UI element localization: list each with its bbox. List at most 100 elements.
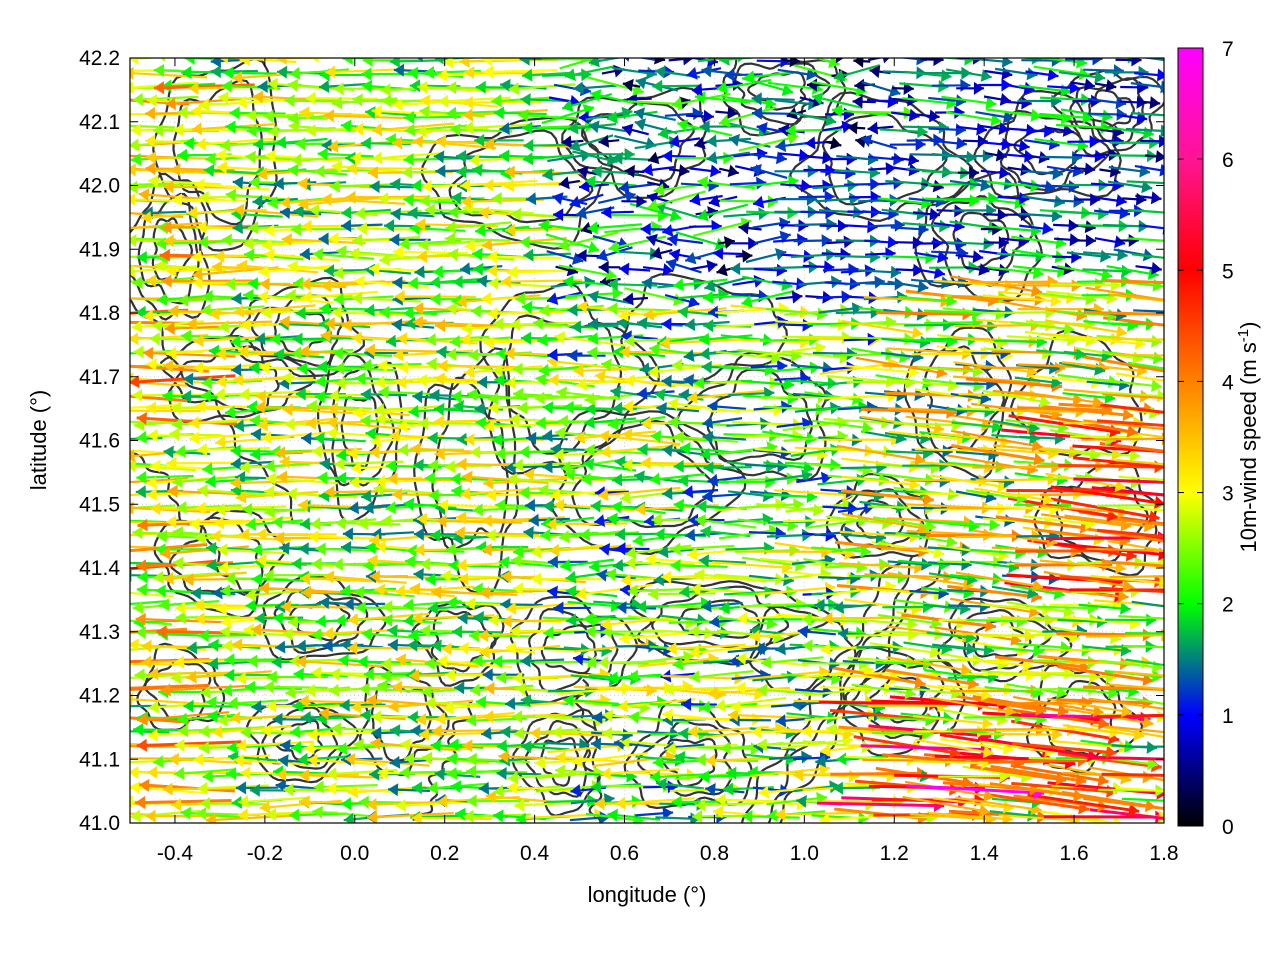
wind-arrow bbox=[475, 695, 532, 709]
wind-arrow bbox=[1094, 235, 1126, 249]
wind-arrow bbox=[920, 58, 944, 67]
y-tick-label: 41.9 bbox=[79, 238, 120, 261]
wind-arrow bbox=[1095, 134, 1124, 148]
wind-arrow bbox=[529, 667, 611, 681]
wind-arrow bbox=[251, 572, 306, 586]
wind-arrow bbox=[1115, 786, 1164, 793]
wind-arrow bbox=[1090, 178, 1124, 192]
y-tick-label: 42.0 bbox=[79, 175, 120, 198]
wind-arrow bbox=[496, 739, 549, 753]
wind-arrow bbox=[977, 736, 1099, 762]
wind-arrow bbox=[313, 780, 378, 794]
wind-arrow bbox=[520, 654, 565, 668]
contour-line bbox=[581, 102, 695, 182]
contour-line bbox=[528, 608, 619, 693]
wind-arrow bbox=[394, 584, 475, 598]
wind-arrow bbox=[1132, 745, 1164, 748]
wind-arrow bbox=[700, 525, 751, 539]
wind-arrow bbox=[1131, 600, 1164, 608]
wind-arrow bbox=[1099, 586, 1164, 593]
x-tick-label: 1.6 bbox=[1059, 842, 1088, 865]
wind-arrow bbox=[159, 598, 220, 612]
wind-arrow bbox=[760, 655, 824, 669]
wind-arrow bbox=[867, 58, 890, 64]
wind-arrow bbox=[298, 694, 383, 708]
y-tick-label: 41.1 bbox=[79, 748, 120, 771]
wind-arrow bbox=[479, 644, 561, 659]
wind-arrow bbox=[1057, 615, 1108, 629]
wind-arrow bbox=[769, 750, 812, 764]
wind-arrow bbox=[380, 657, 450, 671]
wind-arrow bbox=[411, 811, 493, 823]
wind-arrow bbox=[1071, 234, 1096, 248]
wind-arrow bbox=[628, 710, 689, 724]
wind-arrow bbox=[1121, 797, 1164, 802]
wind-arrow bbox=[867, 121, 894, 135]
wind-arrow bbox=[902, 795, 990, 817]
colorbar-tick-label: 7 bbox=[1222, 38, 1234, 61]
wind-arrow bbox=[606, 110, 658, 124]
contour-line bbox=[168, 516, 264, 597]
wind-arrow bbox=[930, 696, 1016, 718]
wind-arrow bbox=[343, 812, 392, 823]
wind-arrow bbox=[668, 58, 694, 66]
wind-arrow bbox=[699, 770, 754, 784]
wind-arrow bbox=[628, 650, 695, 665]
colorbar: 0 1 2 3 4 5 6 7 10m-wind speed (m s-1) bbox=[1177, 38, 1261, 839]
wind-arrow bbox=[746, 206, 798, 220]
wind-arrow bbox=[725, 541, 775, 555]
wind-arrow bbox=[752, 670, 798, 684]
x-tick-label: 0.4 bbox=[520, 842, 550, 865]
wind-arrow bbox=[283, 783, 352, 797]
wind-arrow bbox=[1113, 670, 1164, 677]
wind-arrow bbox=[367, 810, 454, 823]
wind-arrow bbox=[1125, 696, 1164, 705]
wind-arrow bbox=[774, 808, 858, 822]
wind-arrow bbox=[418, 416, 488, 430]
wind-arrow bbox=[805, 151, 833, 165]
wind-arrow bbox=[1088, 697, 1164, 710]
wind-arrow bbox=[912, 715, 993, 730]
wind-arrow bbox=[678, 727, 727, 741]
wind-arrow bbox=[853, 58, 871, 68]
wind-arrow bbox=[130, 770, 180, 775]
wind-arrow bbox=[573, 637, 657, 653]
colorbar-title-exponent: -1 bbox=[1235, 329, 1252, 342]
wind-arrow bbox=[753, 263, 787, 277]
wind-arrow bbox=[464, 66, 545, 80]
wind-arrow bbox=[183, 699, 236, 713]
wind-arrow bbox=[458, 641, 536, 655]
wind-arrow bbox=[931, 78, 971, 92]
wind-arrow bbox=[297, 752, 349, 766]
wind-arrow bbox=[521, 740, 570, 754]
wind-arrow bbox=[1125, 658, 1164, 667]
wind-arrow bbox=[312, 805, 375, 819]
wind-arrow bbox=[136, 430, 194, 444]
wind-arrow bbox=[369, 180, 414, 194]
wind-arrow bbox=[831, 666, 926, 689]
wind-arrow bbox=[387, 783, 430, 797]
wind-arrow bbox=[649, 472, 706, 486]
wind-arrow bbox=[493, 784, 561, 798]
wind-arrow bbox=[819, 219, 848, 233]
wind-arrow bbox=[233, 754, 311, 767]
wind-arrow bbox=[647, 151, 666, 165]
wind-arrow bbox=[1118, 615, 1164, 620]
wind-arrow bbox=[649, 770, 706, 784]
wind-arrow bbox=[434, 767, 481, 781]
wind-arrow bbox=[821, 433, 902, 447]
wind-arrow bbox=[833, 601, 880, 614]
wind-arrow bbox=[374, 583, 456, 598]
wind-arrow bbox=[135, 796, 232, 809]
wind-arrow bbox=[174, 766, 236, 780]
wind-arrow bbox=[600, 616, 680, 631]
wind-arrow bbox=[689, 670, 754, 684]
contour-line bbox=[779, 560, 943, 823]
wind-arrow bbox=[718, 106, 777, 128]
colorbar-tick-label: 0 bbox=[1222, 816, 1234, 839]
contour-line bbox=[972, 618, 1032, 658]
wind-arrow bbox=[275, 768, 360, 782]
wind-arrow bbox=[1115, 58, 1142, 67]
wind-arrow bbox=[819, 741, 898, 757]
